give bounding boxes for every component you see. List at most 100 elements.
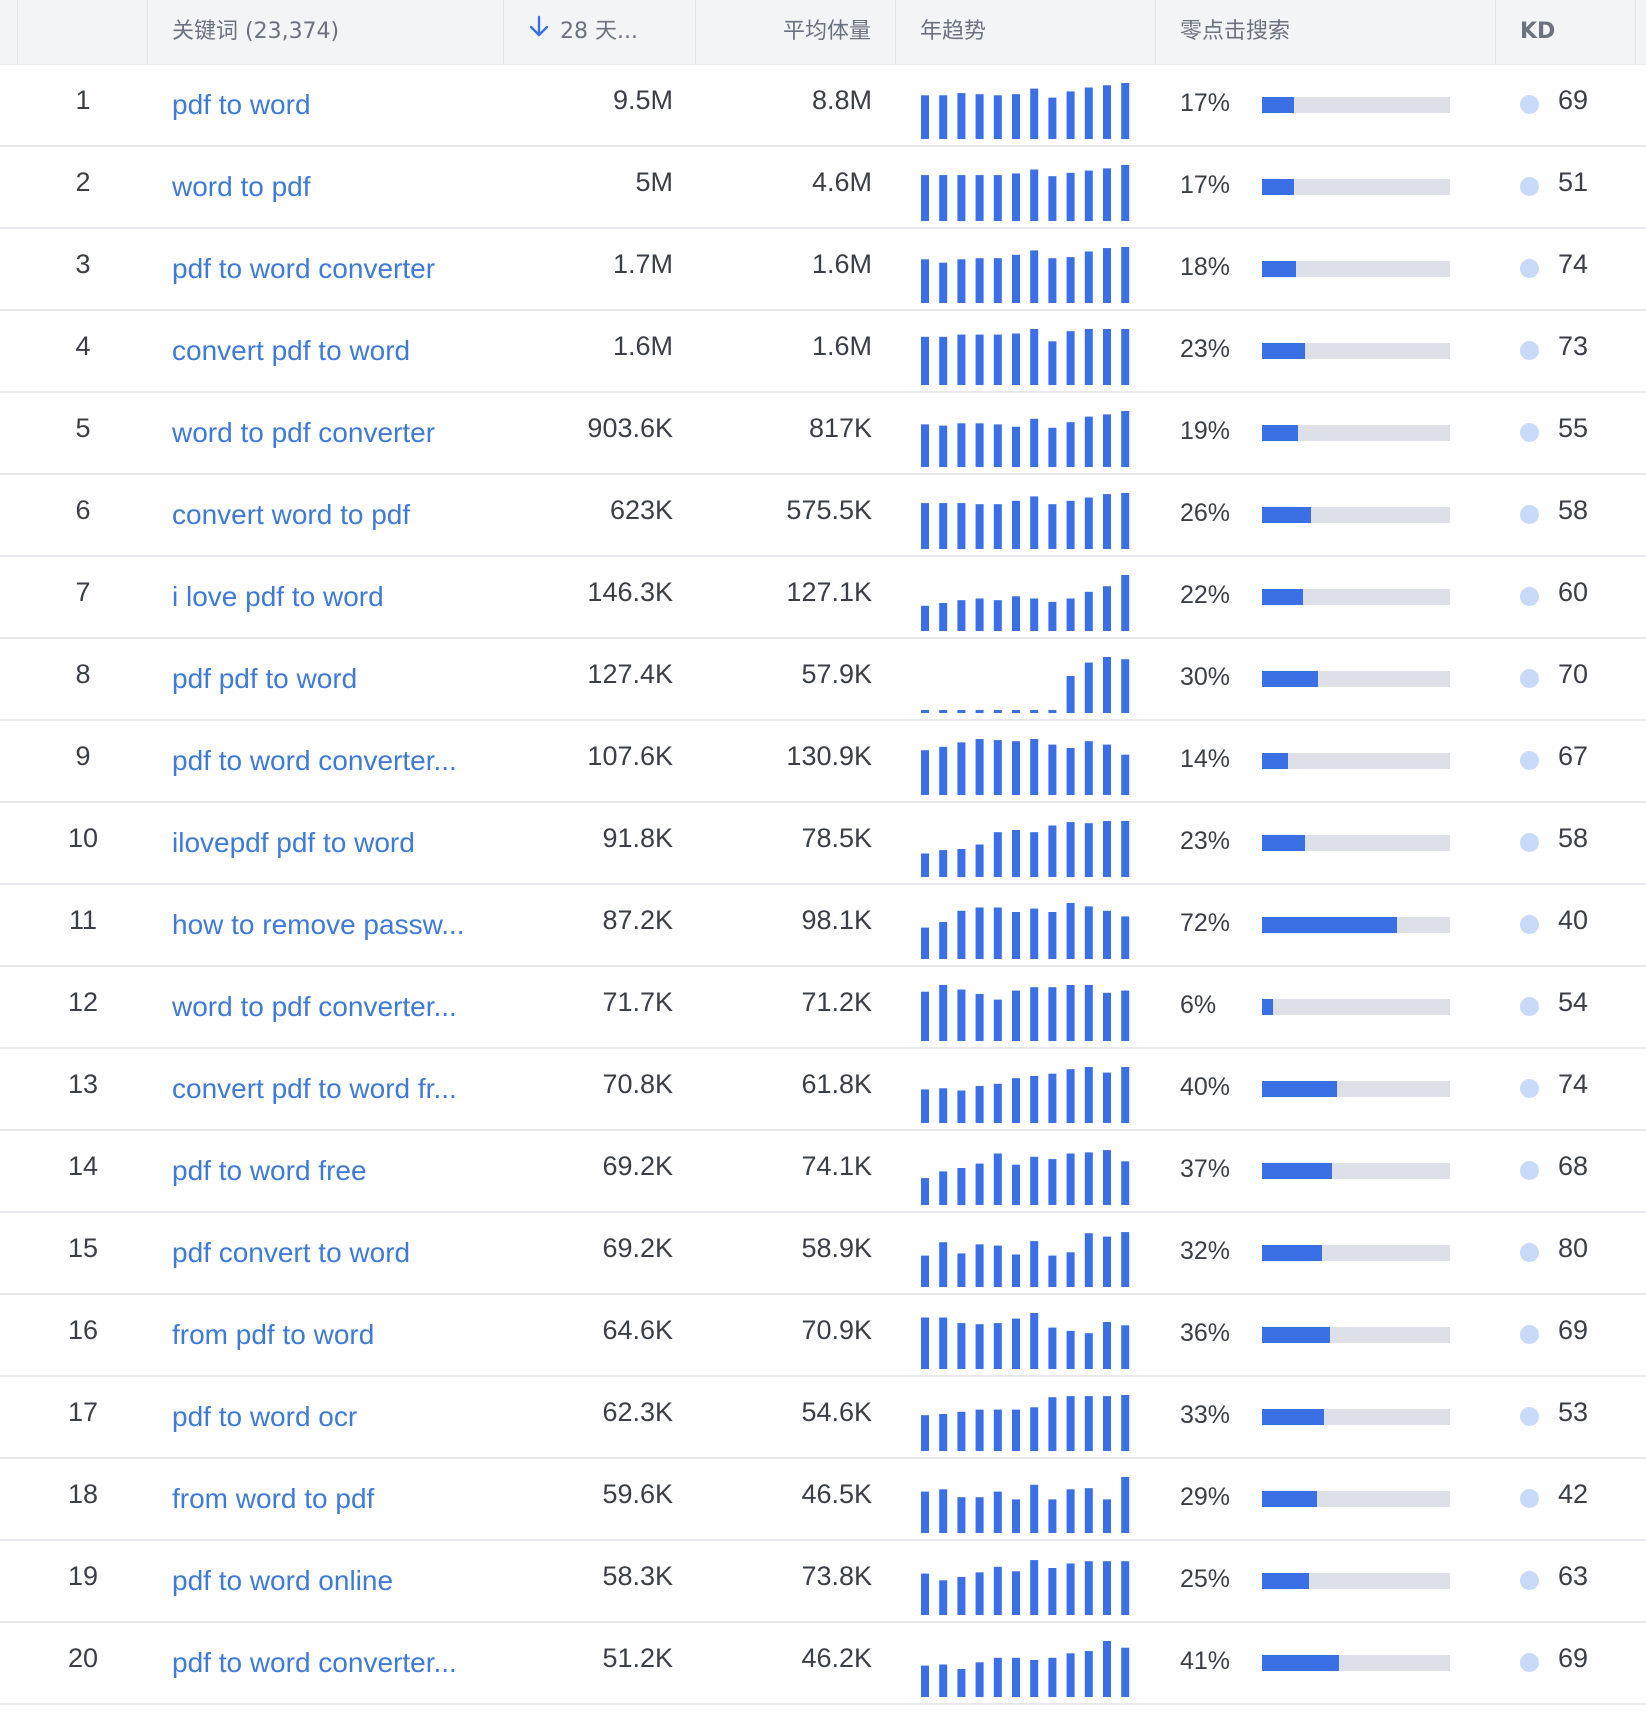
- trend-bar: [1103, 1150, 1111, 1205]
- table-row[interactable]: 11 how to remove passw... 87.2K 98.1K 72% 40: [0, 885, 1646, 967]
- average-volume: 1.6M: [811, 331, 872, 361]
- kd-indicator-dot: [1520, 1079, 1539, 1098]
- trend-bar: [993, 424, 1002, 467]
- kd-value: 58: [1558, 823, 1589, 853]
- table-row[interactable]: 20 pdf to word converter... 51.2K 46.2K 41% 6…: [0, 1623, 1646, 1705]
- volume-28-days: 107.6K: [587, 741, 673, 771]
- volume-28-days: 127.4K: [587, 659, 673, 689]
- table-row[interactable]: 19 pdf to word online 58.3K 73.8K 25% 63: [0, 1541, 1646, 1623]
- table-row[interactable]: 3 pdf to word converter 1.7M 1.6M 18% 74: [0, 229, 1646, 311]
- keyword-link[interactable]: convert pdf to word: [172, 335, 411, 366]
- table-row[interactable]: 18 from word to pdf 59.6K 46.5K 29% 42: [0, 1459, 1646, 1541]
- table-row[interactable]: 5 word to pdf converter 903.6K 817K 19% 55: [0, 393, 1646, 475]
- table-row[interactable]: 14 pdf to word free 69.2K 74.1K 37% 68: [0, 1131, 1646, 1213]
- average-volume: 46.5K: [801, 1479, 872, 1509]
- kd-value: 40: [1558, 905, 1589, 935]
- zero-click-bar: [1262, 1655, 1450, 1671]
- keyword-link[interactable]: pdf to word free: [172, 1155, 367, 1186]
- trend-bar: [957, 1669, 966, 1697]
- trend-bar: [975, 1086, 984, 1123]
- trend-bar: [1103, 329, 1111, 385]
- keyword-link[interactable]: pdf to word online: [172, 1565, 394, 1596]
- keyword-link[interactable]: convert pdf to word fr...: [172, 1073, 457, 1104]
- zero-click-bar-fill: [1262, 1491, 1317, 1507]
- keyword-link[interactable]: pdf convert to word: [172, 1237, 411, 1268]
- keyword-link[interactable]: pdf to word converter: [172, 253, 436, 284]
- table-row[interactable]: 10 ilovepdf pdf to word 91.8K 78.5K 23% 58: [0, 803, 1646, 885]
- keyword-link[interactable]: how to remove passw...: [172, 909, 465, 940]
- zero-click-percent: 26%: [1180, 499, 1231, 527]
- trend-bar: [939, 262, 948, 303]
- keyword-link[interactable]: pdf to word converter...: [172, 1647, 457, 1678]
- table-row[interactable]: 2 word to pdf 5M 4.6M 17% 51: [0, 147, 1646, 229]
- keyword-link[interactable]: word to pdf converter: [172, 417, 436, 448]
- table-row[interactable]: 12 word to pdf converter... 71.7K 71.2K 6% 54: [0, 967, 1646, 1049]
- trend-bar: [1103, 586, 1111, 631]
- keyword-link[interactable]: i love pdf to word: [172, 581, 384, 612]
- trend-bar: [921, 95, 929, 139]
- kd-value: 67: [1558, 741, 1589, 771]
- table-header: 关键词 (23,374) 28 天... 平均体量 年趋势 零点击搜索 KD: [0, 0, 1646, 65]
- column-header-28-days[interactable]: 28 天...: [503, 0, 695, 64]
- trend-bar: [1103, 414, 1111, 467]
- table-row[interactable]: 1 pdf to word 9.5M 8.8M 17% 69: [0, 65, 1646, 147]
- column-header-index[interactable]: [17, 0, 147, 64]
- column-header-trend[interactable]: 年趋势: [895, 0, 1155, 64]
- trend-bar: [1048, 341, 1057, 385]
- keyword-link[interactable]: word to pdf converter...: [172, 991, 457, 1022]
- trend-bar: [1048, 1657, 1057, 1697]
- trend-bar: [939, 1317, 948, 1369]
- zero-click-column-label: 零点击搜索: [1180, 19, 1291, 44]
- trend-bar: [1012, 426, 1020, 467]
- trend-bar: [1084, 1651, 1093, 1697]
- average-volume: 57.9K: [801, 659, 872, 689]
- sort-down-arrow-icon[interactable]: [528, 0, 550, 64]
- keyword-link[interactable]: convert word to pdf: [172, 499, 411, 530]
- keyword-link[interactable]: pdf to word: [172, 89, 311, 120]
- trend-bar: [1066, 257, 1075, 303]
- trend-column-label: 年趋势: [920, 19, 987, 44]
- trend-bar: [1030, 710, 1039, 713]
- column-header-avg-volume[interactable]: 平均体量: [695, 0, 895, 64]
- trend-bar: [1121, 821, 1130, 877]
- trend-bar: [1103, 1499, 1111, 1533]
- table-row[interactable]: 6 convert word to pdf 623K 575.5K 26% 58: [0, 475, 1646, 557]
- trend-chart: [921, 985, 1130, 1041]
- kd-value: 60: [1558, 577, 1589, 607]
- keyword-link[interactable]: pdf pdf to word: [172, 663, 358, 694]
- trend-bar: [1084, 251, 1093, 303]
- trend-sparkline: [919, 1313, 1135, 1369]
- keyword-link[interactable]: ilovepdf pdf to word: [172, 827, 415, 858]
- keyword-link[interactable]: from word to pdf: [172, 1483, 375, 1514]
- keyword-link[interactable]: pdf to word converter...: [172, 745, 457, 776]
- column-header-zero-click[interactable]: 零点击搜索: [1155, 0, 1495, 64]
- zero-click-bar-fill: [1262, 425, 1298, 441]
- keyword-link[interactable]: pdf to word ocr: [172, 1401, 358, 1432]
- keyword-link[interactable]: word to pdf: [172, 171, 311, 202]
- trend-bar: [1121, 754, 1130, 795]
- table-row[interactable]: 9 pdf to word converter... 107.6K 130.9K 14%…: [0, 721, 1646, 803]
- table-row[interactable]: 17 pdf to word ocr 62.3K 54.6K 33% 53: [0, 1377, 1646, 1459]
- table-row[interactable]: 4 convert pdf to word 1.6M 1.6M 23% 73: [0, 311, 1646, 393]
- table-row[interactable]: 13 convert pdf to word fr... 70.8K 61.8K 40%…: [0, 1049, 1646, 1131]
- trend-bar: [1048, 1073, 1057, 1123]
- trend-bar: [1066, 91, 1075, 139]
- table-row[interactable]: 7 i love pdf to word 146.3K 127.1K 22% 60: [0, 557, 1646, 639]
- table-row[interactable]: 15 pdf convert to word 69.2K 58.9K 32% 80: [0, 1213, 1646, 1295]
- trend-bar: [957, 600, 966, 631]
- kd-indicator-dot: [1520, 1243, 1539, 1262]
- trend-bar: [921, 1089, 929, 1123]
- zero-click-bar: [1262, 1573, 1450, 1589]
- trend-bar: [1030, 908, 1039, 959]
- trend-bar: [1084, 170, 1093, 221]
- table-row[interactable]: 8 pdf pdf to word 127.4K 57.9K 30% 70: [0, 639, 1646, 721]
- trend-bar: [975, 258, 984, 303]
- trend-bar: [1121, 83, 1130, 139]
- trend-bar: [975, 1244, 984, 1287]
- trend-bar: [975, 844, 984, 877]
- column-header-keyword[interactable]: 关键词 (23,374): [147, 0, 503, 64]
- column-header-kd[interactable]: KD: [1495, 0, 1635, 64]
- trend-bar: [1121, 1232, 1130, 1287]
- table-row[interactable]: 16 from pdf to word 64.6K 70.9K 36% 69: [0, 1295, 1646, 1377]
- keyword-link[interactable]: from pdf to word: [172, 1319, 375, 1350]
